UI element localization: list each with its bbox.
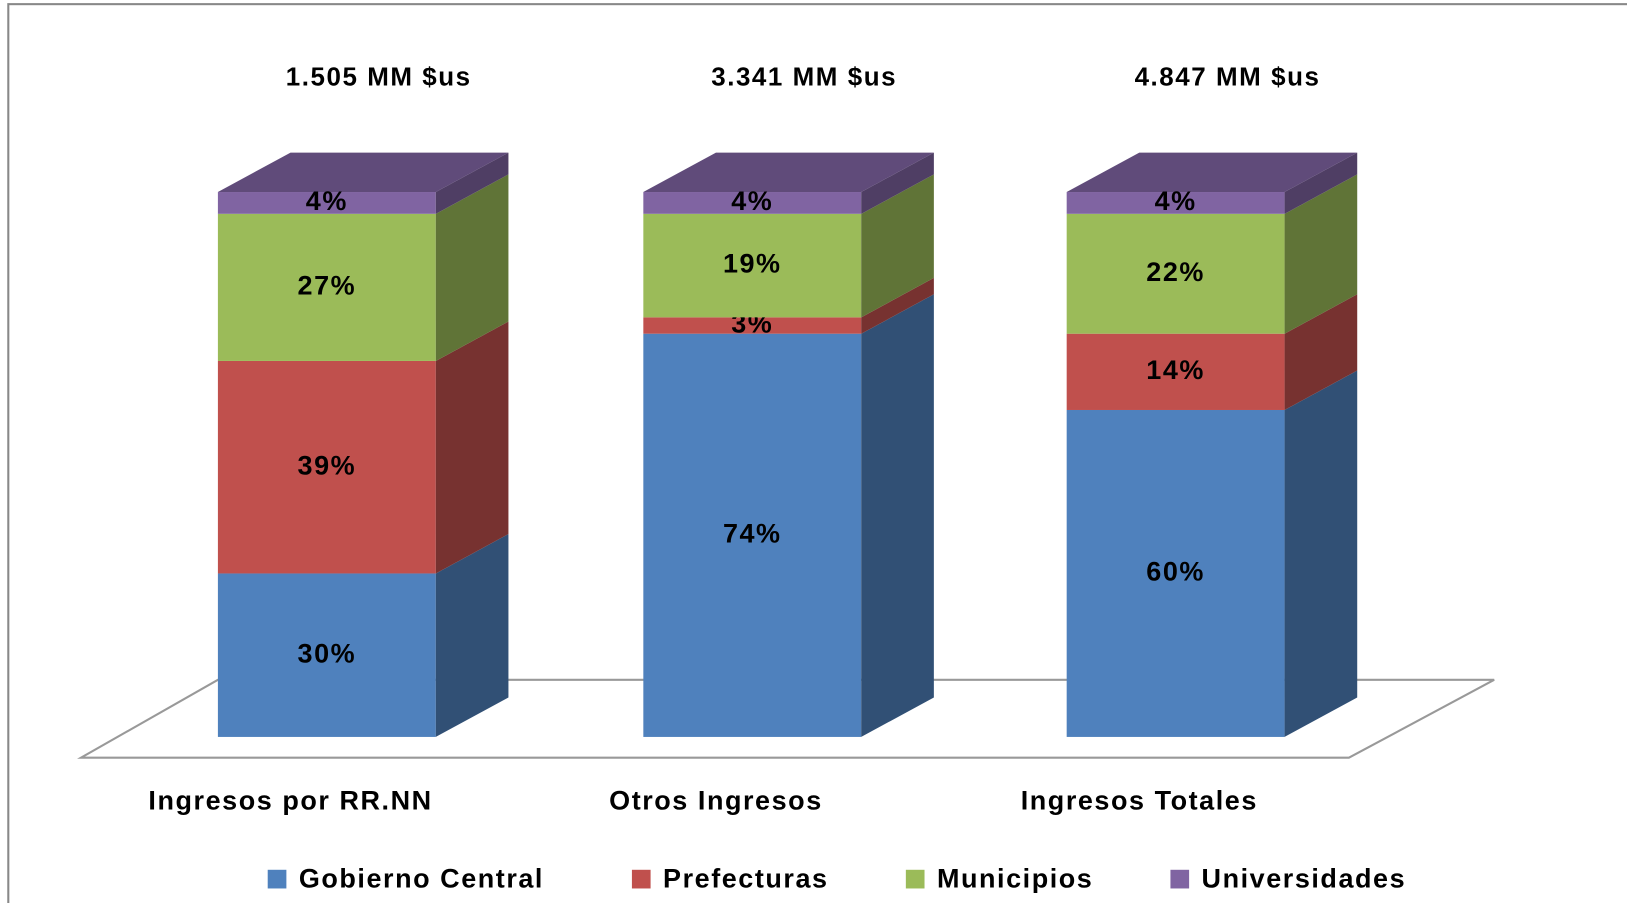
- data-label: 4%: [1155, 186, 1197, 216]
- bar-side: [435, 534, 509, 737]
- bar-segment: [217, 321, 509, 574]
- bar-segment: [217, 152, 509, 214]
- bar-side: [1284, 294, 1358, 410]
- bar-top: [643, 152, 934, 193]
- bar-side: [861, 294, 934, 737]
- bar-segment: [643, 294, 934, 737]
- data-label: 27%: [298, 270, 357, 300]
- bar-side: [1284, 152, 1358, 214]
- x-tick-label: Otros Ingresos: [609, 785, 823, 815]
- data-label: 30%: [298, 638, 357, 668]
- data-label: 19%: [723, 249, 782, 279]
- bar-segment: [217, 174, 509, 361]
- bar-front: [217, 213, 436, 361]
- bar-front: [643, 192, 862, 214]
- data-label: 39%: [298, 450, 357, 480]
- bar-segment: [1066, 152, 1358, 214]
- bar-top: [217, 152, 509, 193]
- legend-label: Universidades: [1202, 863, 1407, 893]
- bar-side: [861, 174, 934, 318]
- data-label: 14%: [1146, 355, 1205, 385]
- bar-front: [217, 360, 436, 574]
- annotation: 1.505 MM $us: [286, 64, 472, 92]
- bar-front: [643, 333, 862, 737]
- bar-segment: [643, 174, 934, 318]
- legend-label: Prefecturas: [663, 863, 829, 893]
- bar-front: [1066, 409, 1285, 737]
- bar-side: [435, 321, 509, 574]
- legend-swatch: [631, 869, 651, 889]
- bar-front: [1066, 192, 1285, 214]
- data-label: 74%: [723, 518, 782, 548]
- bar-front: [1066, 213, 1285, 334]
- bar-front: [217, 573, 436, 737]
- bar-segment: [1066, 370, 1358, 737]
- bar-segment: [1066, 294, 1358, 410]
- bar-side: [1284, 370, 1358, 737]
- x-tick-label: Ingresos Totales: [1021, 785, 1258, 815]
- bar-side: [435, 174, 509, 361]
- annotation: 3.341 MM $us: [711, 64, 897, 92]
- legend-label: Gobierno Central: [299, 863, 544, 893]
- bar-front: [1066, 333, 1285, 410]
- bar-segment: [217, 534, 509, 737]
- bar-top: [1066, 152, 1358, 193]
- bar-segment: [643, 277, 934, 334]
- bar-segment: [1066, 174, 1358, 334]
- legend-swatch: [1170, 869, 1190, 889]
- bar-side: [435, 152, 509, 214]
- annotation: 4.847 MM $us: [1135, 64, 1321, 92]
- legend-label: Municipios: [937, 863, 1093, 893]
- chart-border: [7, 3, 1627, 903]
- legend-swatch: [267, 869, 287, 889]
- data-label: 22%: [1146, 257, 1205, 287]
- bar-side: [1284, 174, 1358, 334]
- bar-front: [643, 213, 862, 318]
- bar-side: [861, 277, 934, 334]
- data-label: 60%: [1146, 557, 1205, 587]
- legend-swatch: [905, 869, 925, 889]
- x-tick-label: Ingresos por RR.NN: [148, 785, 432, 815]
- bar-side: [861, 152, 934, 214]
- data-label: 4%: [306, 186, 348, 216]
- bar-segment: [643, 152, 934, 214]
- data-label: 4%: [731, 186, 773, 216]
- bar-front: [643, 317, 862, 334]
- bar-front: [217, 192, 436, 214]
